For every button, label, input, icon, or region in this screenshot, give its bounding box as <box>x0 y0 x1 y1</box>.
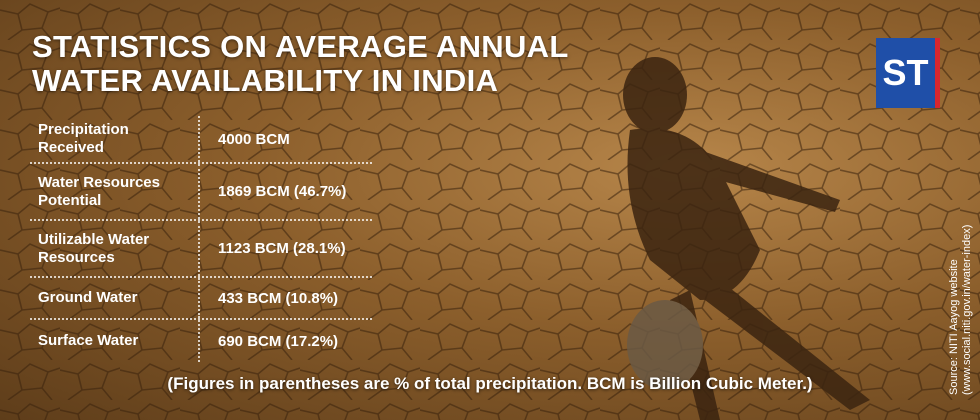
row-label: Precipitation Received <box>30 116 200 162</box>
footnote: (Figures in parentheses are % of total p… <box>167 374 813 393</box>
child-silhouette <box>623 57 870 420</box>
table-row: Utilizable Water Resources 1123 BCM (28.1… <box>30 221 372 278</box>
title: STATISTICS ON AVERAGE ANNUAL WATER AVAIL… <box>32 30 569 98</box>
row-value: 4000 BCM <box>218 130 290 148</box>
row-label: Surface Water <box>30 320 200 362</box>
table-row: Water Resources Potential 1869 BCM (46.7%… <box>30 164 372 221</box>
source-line: (www.social.niti.gov.in/water-index) <box>961 224 973 395</box>
row-value: 1869 BCM (46.7%) <box>218 183 347 200</box>
title-line: WATER AVAILABILITY IN INDIA <box>32 63 499 98</box>
source-line: Source: NITI Aayog website <box>948 259 960 395</box>
table-row: Ground Water 433 BCM (10.8%) <box>30 278 372 320</box>
row-value: 1123 BCM (28.1%) <box>218 240 346 257</box>
source: Source: NITI Aayog website (www.social.n… <box>948 225 974 395</box>
row-label: Utilizable Water Resources <box>30 221 200 276</box>
table-row: Surface Water 690 BCM (17.2%) <box>30 320 372 362</box>
logo: ST <box>876 38 940 108</box>
row-value: 690 BCM (17.2%) <box>218 332 339 350</box>
stats-table: Precipitation Received 4000 BCM Water Reso… <box>30 116 372 362</box>
row-label: Water Resources Potential <box>30 164 200 219</box>
row-label: Ground Water <box>30 278 200 318</box>
table-row: Precipitation Received 4000 BCM <box>30 116 372 164</box>
row-value: 433 BCM (10.8%) <box>218 289 339 307</box>
title-line: STATISTICS ON AVERAGE ANNUAL <box>32 29 569 64</box>
